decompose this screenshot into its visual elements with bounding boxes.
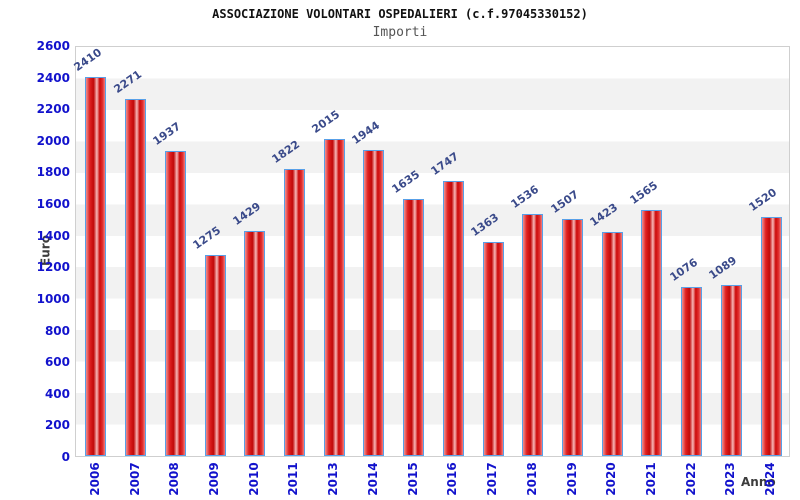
bar-2022 (681, 286, 703, 456)
bar-value-label: 1363 (468, 210, 502, 239)
x-tick-label-2018: 2018 (524, 462, 539, 496)
bar-value-label: 1635 (389, 167, 422, 196)
bar-2023 (720, 284, 742, 456)
x-axis-title: Anno (741, 475, 776, 489)
x-tick-label-2019: 2019 (564, 462, 579, 496)
x-tick-label-2023: 2023 (723, 462, 738, 496)
chart-title: ASSOCIAZIONE VOLONTARI OSPEDALIERI (c.f.… (212, 7, 588, 21)
bar-value-label: 2410 (71, 45, 104, 74)
bar-value-label: 1520 (746, 185, 780, 214)
y-tick-label: 200 (44, 418, 70, 433)
bar-2014 (363, 150, 385, 456)
x-tick-label-2009: 2009 (207, 462, 222, 496)
y-tick-label: 1000 (36, 291, 70, 306)
bar-value-label: 1937 (150, 120, 184, 149)
x-tick-label-2015: 2015 (405, 462, 420, 496)
bars-layer: 2410 2271 1937 1275 1429 1822 2015 1944 1635 1747… (71, 46, 789, 456)
bar-value-label: 1429 (230, 200, 263, 229)
x-tick-label-2024: 2024 (763, 462, 778, 496)
bar-value-label: 1507 (548, 187, 581, 216)
bar-2024 (760, 216, 782, 456)
y-tick-label: 1600 (36, 197, 70, 212)
bar-2021 (641, 209, 663, 456)
bar-2007 (125, 98, 147, 456)
bar-2006 (85, 76, 107, 456)
y-tick-label: 2200 (36, 102, 70, 117)
bar-value-label: 1089 (706, 253, 740, 282)
y-tick-label: 1400 (36, 228, 70, 243)
chart-subtitle: Importi (372, 25, 428, 40)
x-tick-label-2008: 2008 (167, 462, 182, 496)
y-tick-label: 2600 (36, 39, 70, 53)
x-tick-label-2020: 2020 (604, 462, 619, 496)
y-tick-label: 800 (44, 323, 70, 338)
bar-value-label: 1747 (428, 149, 462, 179)
bar-value-label: 1822 (270, 138, 303, 167)
bar-2010 (244, 231, 266, 456)
y-tick-label: 1200 (36, 260, 70, 275)
x-tick-label-2014: 2014 (365, 462, 380, 496)
x-tick-label-2010: 2010 (246, 462, 261, 496)
y-tick-label: 0 (61, 450, 70, 464)
x-tick-label-2011: 2011 (286, 462, 301, 496)
bar-value-label: 1275 (190, 224, 224, 253)
x-tick-label-2017: 2017 (485, 462, 500, 496)
bar-2019 (562, 218, 584, 456)
bar-2018 (522, 214, 544, 456)
bar-value-label: 1423 (587, 200, 621, 230)
bar-value-label: 2271 (111, 67, 144, 96)
bar-2016 (442, 181, 464, 456)
y-tick-label: 1800 (36, 165, 70, 180)
bar-2017 (482, 241, 504, 456)
x-tick-label-2006: 2006 (87, 462, 102, 496)
bar-value-label: 1536 (508, 183, 541, 212)
bar-value-label: 1565 (627, 178, 661, 207)
bar-value-label: 1944 (349, 118, 382, 148)
x-tick-label-2013: 2013 (326, 462, 341, 496)
y-tick-label: 600 (44, 355, 70, 370)
bar-2020 (601, 232, 623, 456)
plot-area: 2410 2271 1937 1275 1429 1822 2015 1944 1635 1747… (71, 46, 790, 457)
bar-value-label: 1076 (667, 255, 700, 284)
y-tick-label: 2000 (36, 133, 70, 148)
x-tick-label-2016: 2016 (445, 462, 460, 496)
x-tick-label-2021: 2021 (643, 462, 658, 496)
bar-2013 (323, 139, 345, 456)
x-tick-label-2007: 2007 (127, 462, 142, 496)
bar-2011 (283, 169, 305, 456)
bar-2015 (403, 198, 425, 456)
bar-value-label: 2015 (309, 107, 343, 137)
y-tick-label: 2400 (36, 70, 70, 85)
bar-2009 (204, 255, 226, 456)
bar-2008 (164, 151, 186, 456)
y-tick-label: 400 (44, 386, 70, 401)
x-tick-label-2022: 2022 (683, 462, 698, 496)
